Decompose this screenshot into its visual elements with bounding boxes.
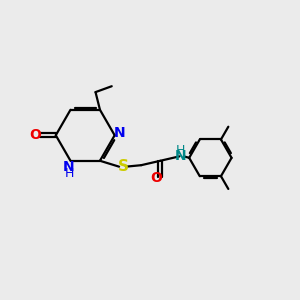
Text: O: O: [29, 128, 41, 142]
Text: O: O: [150, 171, 162, 185]
Text: N: N: [175, 149, 187, 164]
Text: N: N: [63, 160, 75, 174]
Text: S: S: [117, 159, 128, 174]
Text: H: H: [64, 167, 74, 180]
Text: N: N: [114, 126, 126, 140]
Text: H: H: [176, 144, 186, 157]
